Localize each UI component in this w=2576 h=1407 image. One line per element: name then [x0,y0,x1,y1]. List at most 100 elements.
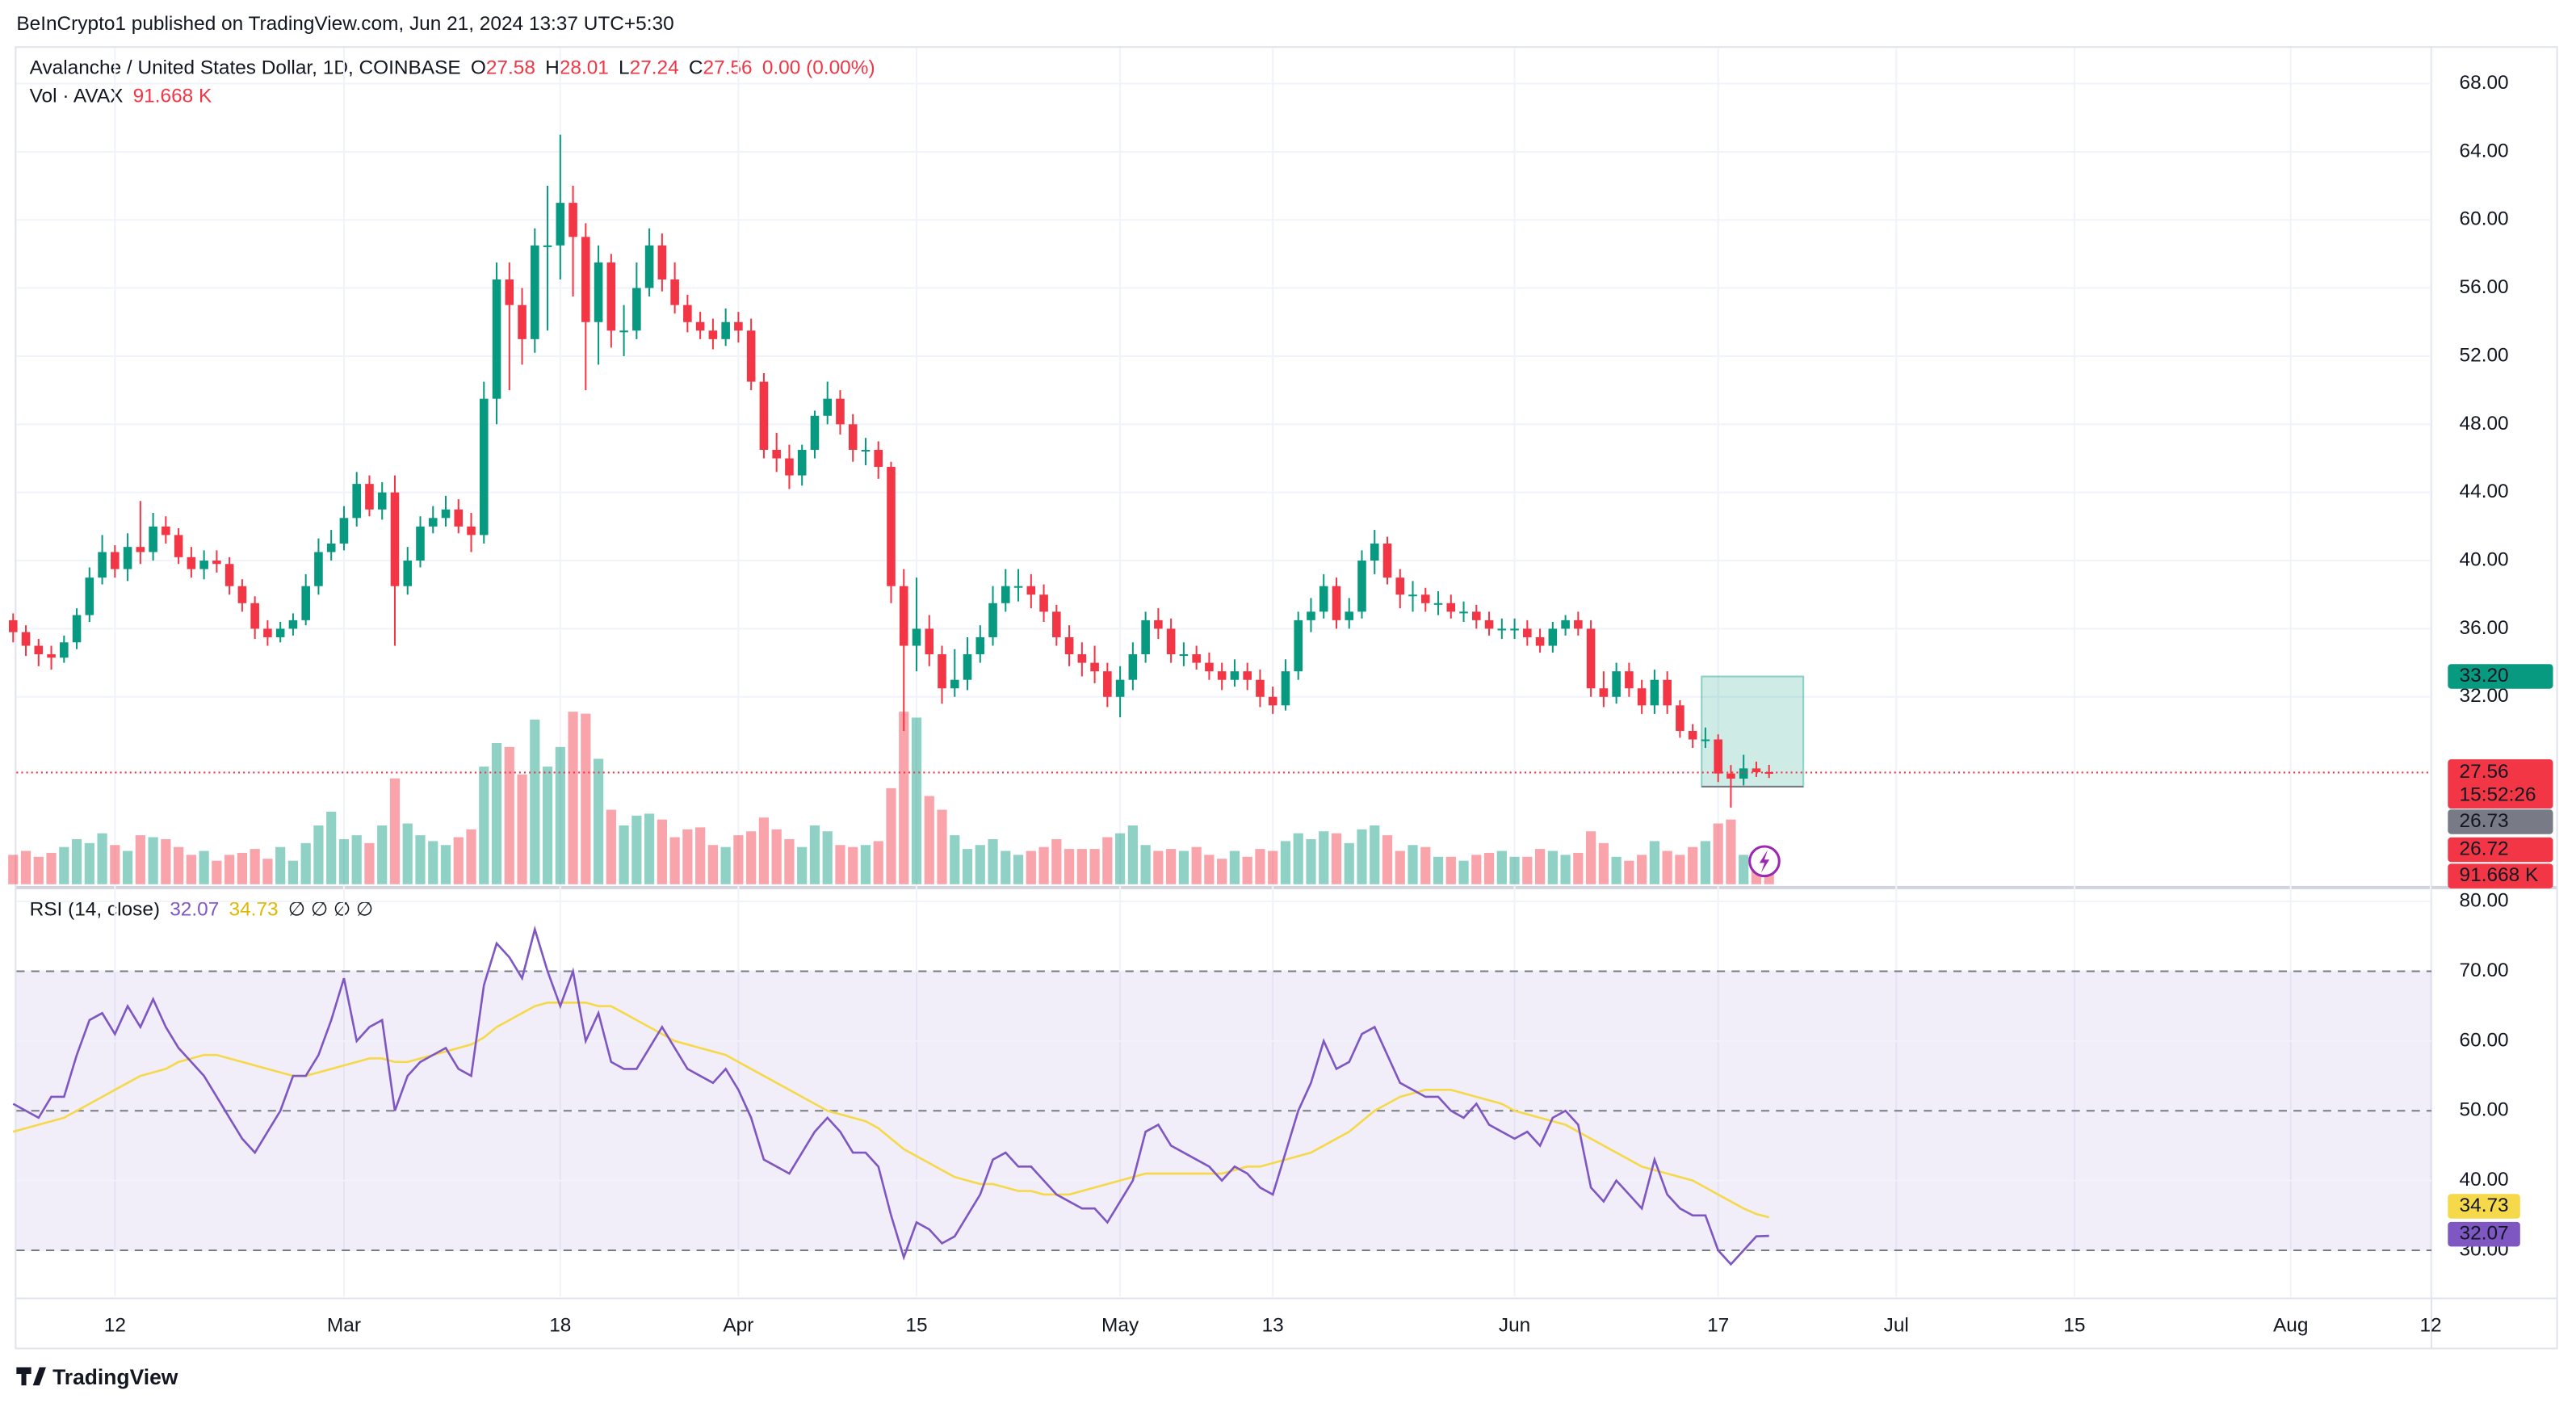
candle-body [1408,594,1417,597]
volume-bar [746,831,757,884]
candle-body [1064,636,1074,655]
y-tick-label: 70.00 [2460,960,2509,981]
volume-title: Vol · AVAX [30,86,124,107]
candle-body [1676,705,1684,731]
y-tick-label: 48.00 [2460,413,2509,435]
volume-bar [899,712,909,884]
volume-bar [97,833,107,884]
volume-bar [300,842,311,884]
candle-body [187,556,196,569]
candle-body [1382,543,1392,578]
volume-bar [275,846,286,884]
volume-bar [1370,825,1380,884]
volume-bar [975,845,985,884]
last-price-tag: 27.56 [2460,761,2509,783]
volume-bar [326,811,337,884]
candle-body [594,262,603,322]
candle-body [975,636,985,655]
legend: Avalanche / United States Dollar, 1D, CO… [30,57,875,921]
candle-body [1205,662,1214,672]
entry-tag: 26.73 [2460,810,2509,832]
volume-tag: 91.668 K [2460,864,2539,886]
candle-body [1357,561,1366,612]
candle-body [1141,620,1150,655]
volume-bar [1357,829,1367,884]
candle-body [721,321,730,339]
volume-bar [1076,849,1087,884]
volume-bar [1395,850,1405,884]
candle-body [1294,620,1303,672]
volume-bar [174,846,184,884]
candle-body [403,561,413,586]
candle-body [377,492,387,510]
candle-body [1243,671,1252,680]
volume-bar [542,766,553,884]
candle-body [1752,768,1761,773]
y-tick-label: 68.00 [2460,72,2509,94]
volume-bar [1255,849,1265,884]
x-tick-label: Jul [1884,1315,1909,1337]
rsi-value: 32.07 [170,899,219,921]
candle-body [1090,662,1099,672]
candle-body [1637,688,1647,706]
rsi-tag: 32.07 [2460,1223,2509,1245]
volume-bar [1293,833,1303,884]
volume-bar [1445,856,1456,884]
volume-bar [1649,841,1659,884]
candle-body [1039,594,1048,612]
volume-bar [758,817,770,884]
volume-bar [1739,855,1749,884]
candle-body [1370,543,1379,561]
candle-body [8,620,18,632]
target-tag: 33.20 [2460,665,2509,687]
candle-body [467,526,476,536]
y-tick-label: 80.00 [2460,890,2509,912]
candle-body [505,279,514,305]
candle-body [47,654,56,658]
countdown: 15:52:26 [2460,783,2536,805]
volume-bar [707,845,718,884]
candle-body [644,245,654,288]
volume-bar [1242,856,1252,884]
candle-body [695,321,705,331]
volume-bar [950,835,960,884]
x-tick-label: Apr [723,1315,753,1337]
candle-body [619,330,628,333]
candle-body [518,304,527,339]
volume-bar [1344,842,1354,884]
volume-bar [619,825,629,884]
volume-bar [453,837,464,884]
candle-body [72,615,82,643]
volume-bar [1713,823,1723,884]
candle-body [1446,603,1456,612]
volume-bar [1001,850,1011,884]
candle-body [797,449,807,476]
candle-body [531,245,539,339]
candle-body [1332,586,1341,620]
candle-body [1217,671,1227,680]
volume-bar [860,845,871,884]
volume-bar [71,838,82,884]
volume-bar [1586,831,1596,884]
change: 0.00 (0.00%) [762,57,875,79]
y-tick-label: 60.00 [2460,208,2509,230]
candle-body [1192,654,1201,663]
y-tick-label: 36.00 [2460,617,2509,639]
candle-body [938,654,946,689]
symbol-legend: Avalanche / United States Dollar, 1D, CO… [30,57,875,79]
y-tick-label: 50.00 [2460,1099,2509,1121]
candle-body [275,628,285,637]
volume-bar [364,842,375,884]
candle-body [708,330,718,339]
candle-body [874,449,883,468]
candle-body [98,552,107,578]
x-tick-label: 12 [104,1315,126,1337]
x-tick-label: 18 [549,1315,571,1337]
volume-bar [1191,846,1202,884]
candle-body [288,620,298,629]
volume-bar [377,825,388,884]
volume-bar [1611,856,1622,884]
volume-bar [644,813,655,884]
candle-body [1714,739,1722,774]
x-tick-label: May [1101,1315,1139,1337]
